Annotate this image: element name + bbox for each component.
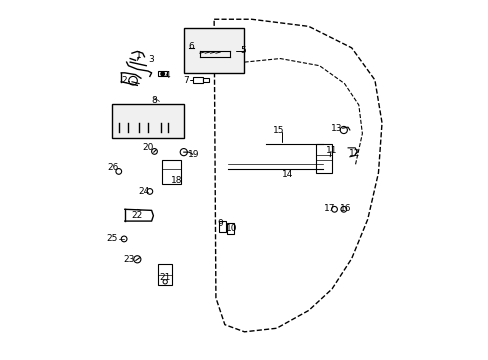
Text: 16: 16 xyxy=(339,204,350,213)
Bar xyxy=(315,144,331,173)
Text: 22: 22 xyxy=(131,211,142,220)
Text: 4: 4 xyxy=(164,71,170,80)
Bar xyxy=(192,77,203,83)
Text: 24: 24 xyxy=(139,187,150,196)
Text: 13: 13 xyxy=(330,125,342,134)
Text: 26: 26 xyxy=(107,163,119,172)
Text: 11: 11 xyxy=(325,146,337,155)
Text: 25: 25 xyxy=(106,234,118,243)
Text: 5: 5 xyxy=(239,46,245,55)
Circle shape xyxy=(161,72,164,76)
Text: 14: 14 xyxy=(281,170,292,179)
Text: 3: 3 xyxy=(148,55,153,64)
Bar xyxy=(158,71,166,76)
Text: 18: 18 xyxy=(170,176,182,185)
Text: 12: 12 xyxy=(348,149,360,158)
Text: 23: 23 xyxy=(123,255,135,264)
Bar xyxy=(158,264,172,285)
Bar xyxy=(203,78,208,82)
Text: 1: 1 xyxy=(136,51,142,60)
Bar xyxy=(227,223,233,234)
Text: 20: 20 xyxy=(142,143,153,152)
Text: 17: 17 xyxy=(323,204,335,213)
Text: 7: 7 xyxy=(183,76,188,85)
Bar xyxy=(162,160,181,184)
Text: 15: 15 xyxy=(272,126,284,135)
Text: 6: 6 xyxy=(188,41,193,50)
Text: 19: 19 xyxy=(188,150,199,159)
Bar xyxy=(219,221,225,232)
Text: 8: 8 xyxy=(151,96,157,105)
Bar xyxy=(112,104,183,138)
Text: 2: 2 xyxy=(121,76,126,85)
Text: 9: 9 xyxy=(217,219,223,228)
Text: 21: 21 xyxy=(159,273,170,282)
Text: 10: 10 xyxy=(225,224,237,233)
Bar xyxy=(183,28,244,73)
